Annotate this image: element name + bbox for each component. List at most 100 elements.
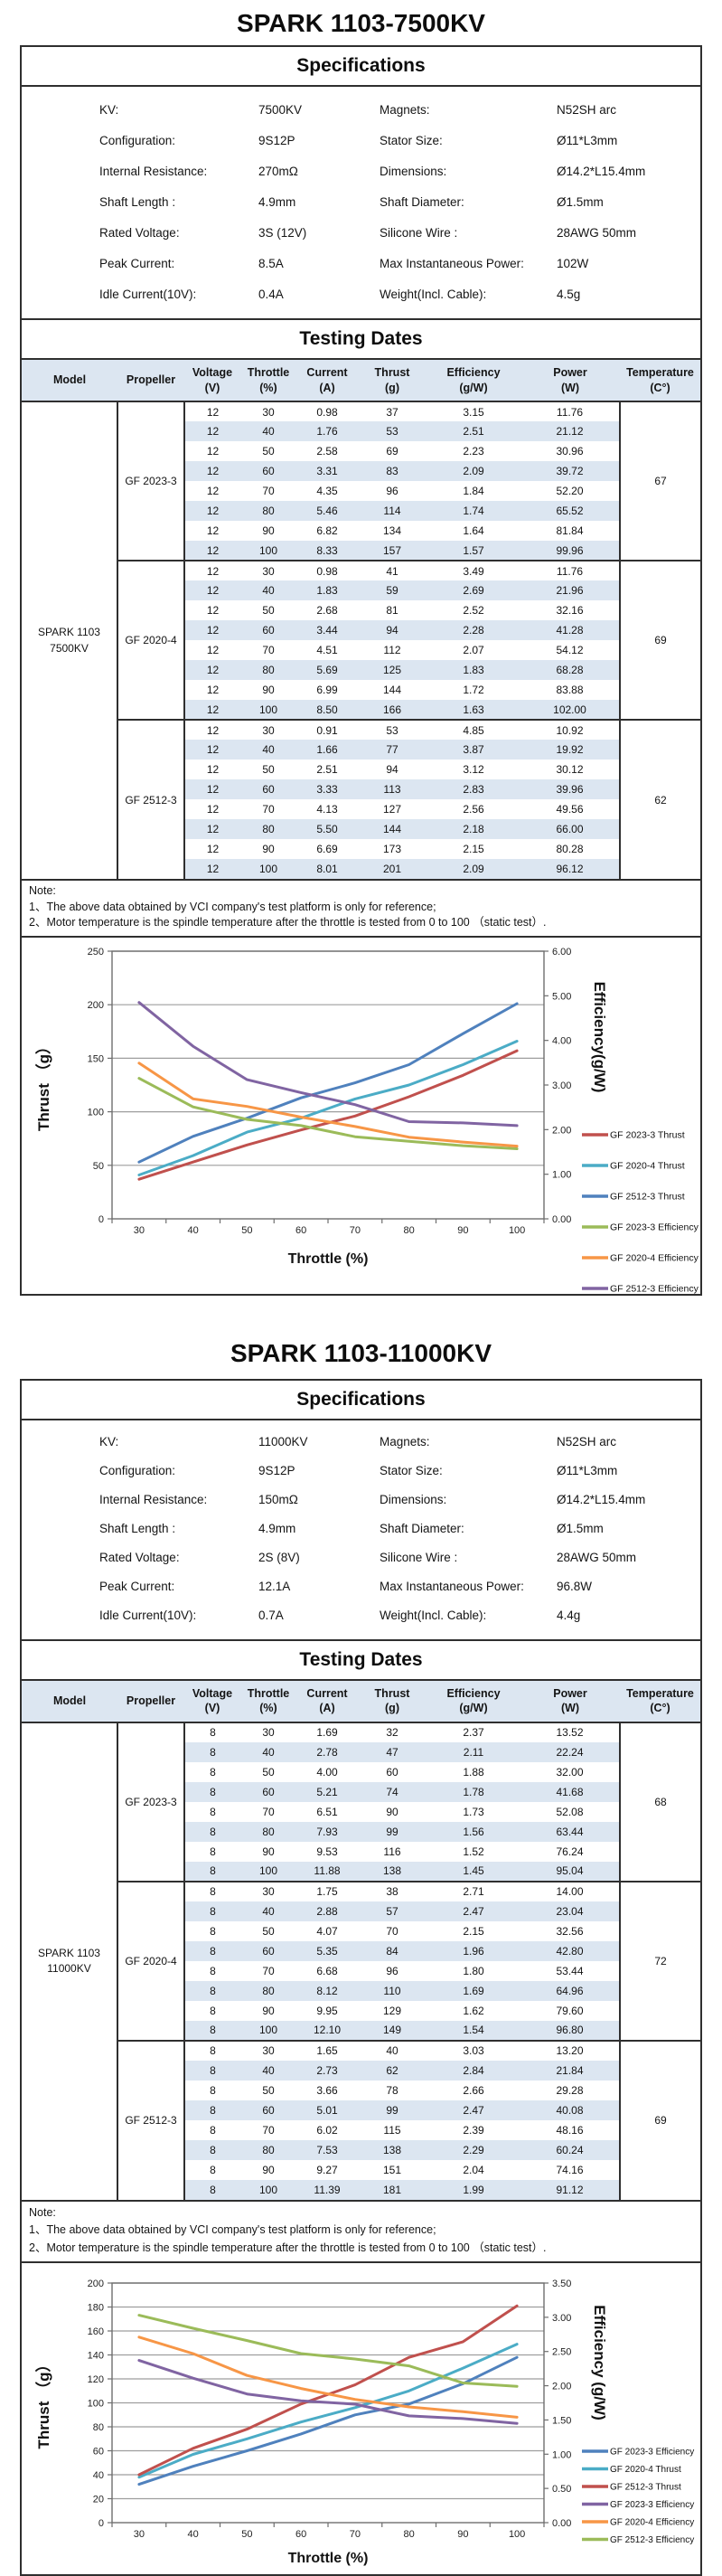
data-cell: 95.04 xyxy=(520,1862,620,1882)
data-cell: 12 xyxy=(184,779,240,799)
data-cell: 2.73 xyxy=(296,2061,358,2081)
column-header-line1: Current xyxy=(296,365,358,380)
data-cell: 4.13 xyxy=(296,799,358,819)
data-cell: 2.52 xyxy=(427,600,520,620)
x-tick-label: 90 xyxy=(457,2529,468,2540)
series-line xyxy=(139,1051,517,1179)
data-cell: 1.83 xyxy=(427,660,520,680)
x-axis-title: Throttle (%) xyxy=(288,1251,369,1267)
data-cell: 76.24 xyxy=(520,1842,620,1862)
data-cell: 2.15 xyxy=(427,839,520,859)
data-cell: 2.51 xyxy=(296,760,358,779)
data-cell: 12 xyxy=(184,481,240,501)
column-header: Power(W) xyxy=(520,360,620,401)
data-cell: 60 xyxy=(240,779,296,799)
column-header: Thrust(g) xyxy=(358,360,427,401)
data-cell: 8 xyxy=(184,1981,240,2001)
data-cell: 6.02 xyxy=(296,2120,358,2140)
data-cell: 12 xyxy=(184,839,240,859)
x-tick-label: 80 xyxy=(404,1225,415,1236)
data-cell: 8.01 xyxy=(296,859,358,879)
data-cell: 12 xyxy=(184,720,240,740)
data-cell: 1.54 xyxy=(427,2021,520,2041)
data-cell: 12 xyxy=(184,441,240,461)
note-line: 1、The above data obtained by VCI company… xyxy=(29,2222,693,2240)
data-cell: 114 xyxy=(358,501,427,521)
data-cell: 8 xyxy=(184,2120,240,2140)
data-cell: 2.18 xyxy=(427,819,520,839)
data-cell: 8 xyxy=(184,1882,240,1901)
testing-dates-heading: Testing Dates xyxy=(22,318,700,360)
data-cell: 90 xyxy=(358,1802,427,1822)
spec-label: Rated Voltage: xyxy=(99,226,258,240)
temperature-cell: 68 xyxy=(620,1722,700,1882)
x-tick-label: 90 xyxy=(457,1225,468,1236)
spec-value: 96.8W xyxy=(557,1580,700,1593)
right-tick-label: 6.00 xyxy=(552,947,571,958)
data-cell: 2.07 xyxy=(427,640,520,660)
data-cell: 40 xyxy=(240,1901,296,1921)
data-cell: 40.08 xyxy=(520,2100,620,2120)
legend-item-label: GF 2512-3 Thrust xyxy=(610,2483,681,2493)
data-cell: 3.44 xyxy=(296,620,358,640)
data-cell: 30 xyxy=(240,2041,296,2061)
x-tick-label: 50 xyxy=(241,2529,252,2540)
data-cell: 0.98 xyxy=(296,561,358,580)
note-section: Note:1、The above data obtained by VCI co… xyxy=(22,2200,700,2262)
data-cell: 112 xyxy=(358,640,427,660)
data-cell: 60 xyxy=(240,1782,296,1802)
data-cell: 83.88 xyxy=(520,680,620,700)
column-header-line2: (W) xyxy=(520,381,620,395)
x-tick-label: 80 xyxy=(404,2529,415,2540)
data-cell: 60 xyxy=(240,1941,296,1961)
data-cell: 3.33 xyxy=(296,779,358,799)
data-cell: 50 xyxy=(240,760,296,779)
data-cell: 80 xyxy=(240,501,296,521)
spec-label: Weight(Incl. Cable): xyxy=(380,1609,557,1622)
data-cell: 70 xyxy=(240,1961,296,1981)
data-cell: 30 xyxy=(240,1722,296,1742)
data-cell: 2.28 xyxy=(427,620,520,640)
model-name-line1: SPARK 1103 xyxy=(22,1946,117,1961)
data-cell: 2.04 xyxy=(427,2160,520,2180)
column-header-line2: (g) xyxy=(358,1701,427,1715)
data-cell: 94 xyxy=(358,760,427,779)
data-cell: 4.00 xyxy=(296,1762,358,1782)
data-cell: 2.71 xyxy=(427,1882,520,1901)
x-tick-label: 100 xyxy=(509,1225,525,1236)
spec-label: KV: xyxy=(99,103,258,117)
spec-value: Ø14.2*L15.4mm xyxy=(557,1493,700,1506)
data-cell: 6.69 xyxy=(296,839,358,859)
data-cell: 70 xyxy=(240,640,296,660)
data-cell: 9.53 xyxy=(296,1842,358,1862)
spec-value: 9S12P xyxy=(258,1464,380,1477)
data-cell: 100 xyxy=(240,2180,296,2200)
data-cell: 60 xyxy=(240,620,296,640)
data-cell: 6.68 xyxy=(296,1961,358,1981)
data-cell: 84 xyxy=(358,1941,427,1961)
data-cell: 151 xyxy=(358,2160,427,2180)
data-cell: 12 xyxy=(184,760,240,779)
data-cell: 41.68 xyxy=(520,1782,620,1802)
spec-value: Ø11*L3mm xyxy=(557,134,700,147)
right-axis-title: Efficiency (g/W) xyxy=(591,2305,608,2420)
spec-value: 270mΩ xyxy=(258,165,380,178)
column-header-line1: Current xyxy=(296,1686,358,1701)
data-cell: 2.09 xyxy=(427,859,520,879)
column-header-line1: Thrust xyxy=(358,365,427,380)
spec-label: Shaft Length : xyxy=(99,195,258,209)
data-cell: 23.04 xyxy=(520,1901,620,1921)
